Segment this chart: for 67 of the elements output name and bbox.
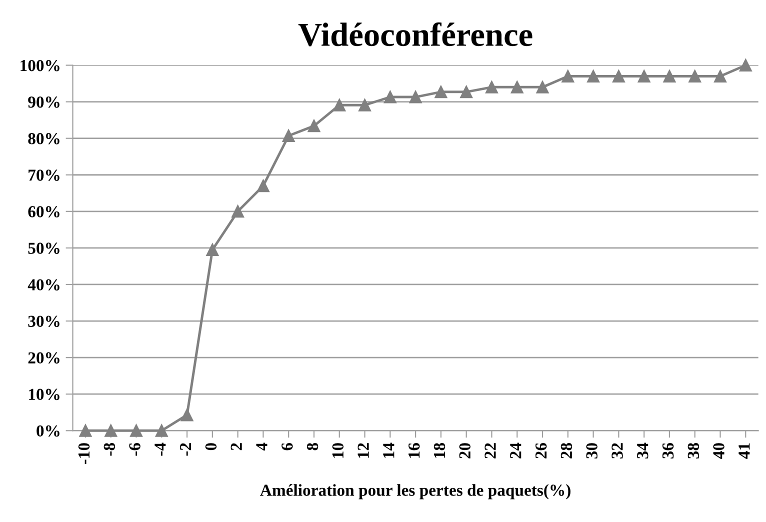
point — [130, 424, 142, 437]
x-tick-label: 34 — [637, 442, 648, 458]
point — [638, 70, 650, 82]
x-tick-label: -10 — [78, 443, 90, 464]
y-tick-label: 30% — [28, 316, 60, 328]
x-tick-label: 36 — [662, 442, 674, 458]
y-tick-label: 70% — [28, 170, 60, 181]
x-tick-label: 30 — [586, 443, 598, 458]
point — [536, 80, 549, 94]
y-tick-label: 20% — [28, 352, 60, 364]
point — [409, 90, 422, 104]
x-tick-label: 6 — [282, 442, 293, 450]
x-tick-label: 32 — [612, 443, 623, 458]
point — [104, 424, 118, 437]
x-tick-label: 28 — [560, 443, 572, 458]
y-tick-label: 90% — [28, 96, 60, 108]
y-tick-label: 50% — [28, 242, 60, 254]
x-tick-label: -4 — [154, 442, 166, 456]
x-tick-label: -8 — [104, 443, 116, 456]
x-tick-label: 20 — [459, 443, 471, 458]
point — [612, 70, 625, 82]
y-tick-label: 80% — [28, 133, 60, 144]
point — [308, 120, 320, 132]
point — [663, 70, 676, 82]
x-tick-label: 2 — [230, 443, 242, 450]
point — [79, 424, 92, 437]
point — [282, 130, 295, 142]
chart-title: Vidéoconférence — [298, 22, 532, 46]
x-tick-label: 14 — [383, 442, 394, 458]
y-tick-label: 0% — [36, 425, 60, 437]
x-tick-label: 22 — [484, 443, 496, 458]
point — [485, 80, 498, 94]
point — [562, 70, 574, 82]
point — [739, 59, 752, 72]
x-tick-label: 12 — [358, 443, 369, 458]
x-tick-label: 26 — [535, 442, 547, 458]
y-tick-label: 100% — [20, 60, 60, 72]
y-tick-label: 60% — [28, 206, 60, 218]
point — [434, 86, 448, 98]
x-tick-label: -2 — [180, 443, 192, 456]
point — [180, 408, 194, 422]
x-tick-label: 8 — [306, 443, 318, 450]
x-tick-label: 10 — [332, 443, 344, 458]
point — [587, 70, 600, 82]
x-tick-label: 40 — [713, 443, 724, 459]
point — [256, 180, 270, 192]
point — [155, 424, 168, 437]
point — [460, 86, 473, 98]
point — [384, 90, 396, 104]
x-tick-label: 38 — [688, 443, 700, 458]
point — [358, 98, 372, 112]
point — [510, 80, 524, 94]
x-tick-label: 4 — [256, 442, 268, 451]
y-tick-label: 40% — [28, 279, 60, 290]
x-tick-label: 16 — [408, 442, 420, 458]
point — [206, 244, 219, 256]
x-tick-label: 0 — [205, 443, 217, 450]
x-tick-label: 41 — [738, 443, 750, 459]
point — [232, 205, 244, 218]
x-tick-label: -6 — [129, 442, 140, 456]
point — [688, 70, 702, 82]
y-tick-label: 10% — [28, 388, 60, 400]
x-tick-label: 24 — [510, 442, 522, 458]
x-tick-label: 18 — [434, 443, 446, 458]
point — [714, 70, 727, 82]
point — [333, 98, 346, 112]
x-axis-title: Amélioration pour les pertes de paquets(%) — [260, 484, 570, 500]
